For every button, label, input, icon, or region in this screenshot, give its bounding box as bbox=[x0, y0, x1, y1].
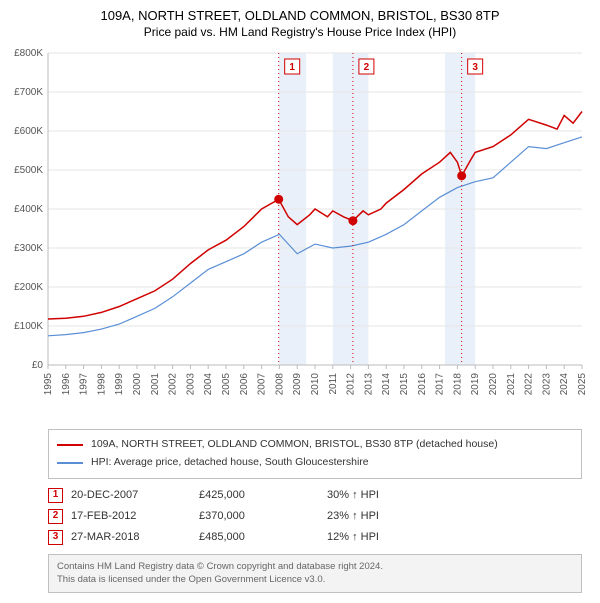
event-badge-2: 2 bbox=[48, 509, 63, 524]
svg-text:2024: 2024 bbox=[559, 373, 570, 396]
svg-text:2016: 2016 bbox=[417, 373, 428, 396]
event-marker bbox=[348, 216, 357, 225]
svg-text:2017: 2017 bbox=[435, 373, 446, 396]
legend-swatch-property bbox=[57, 444, 83, 446]
svg-text:2023: 2023 bbox=[541, 373, 552, 396]
event-badge-1: 1 bbox=[48, 488, 63, 503]
chart-subtitle: Price paid vs. HM Land Registry's House … bbox=[0, 23, 600, 45]
svg-text:1998: 1998 bbox=[96, 373, 107, 396]
event-price: £485,000 bbox=[199, 527, 327, 548]
svg-text:£400K: £400K bbox=[14, 204, 43, 215]
legend-label-property: 109A, NORTH STREET, OLDLAND COMMON, BRIS… bbox=[91, 436, 498, 454]
event-flag-number: 2 bbox=[364, 62, 370, 73]
event-row: 2 17-FEB-2012 £370,000 23% ↑ HPI bbox=[48, 506, 387, 527]
event-marker bbox=[274, 195, 283, 204]
svg-text:2019: 2019 bbox=[470, 373, 481, 396]
attribution-line1: Contains HM Land Registry data © Crown c… bbox=[57, 561, 573, 574]
event-date: 20-DEC-2007 bbox=[71, 485, 199, 506]
svg-text:£500K: £500K bbox=[14, 165, 43, 176]
event-price: £425,000 bbox=[199, 485, 327, 506]
chart-title: 109A, NORTH STREET, OLDLAND COMMON, BRIS… bbox=[0, 0, 600, 23]
svg-text:2021: 2021 bbox=[506, 373, 517, 396]
svg-text:2002: 2002 bbox=[168, 373, 179, 396]
event-price: £370,000 bbox=[199, 506, 327, 527]
svg-text:2013: 2013 bbox=[363, 373, 374, 396]
svg-text:2015: 2015 bbox=[399, 373, 410, 396]
chart-svg: £0 £100K £200K £300K £400K £500K £600K £700K £80… bbox=[0, 45, 600, 425]
svg-text:1996: 1996 bbox=[61, 373, 72, 396]
legend-label-hpi: HPI: Average price, detached house, Sout… bbox=[91, 454, 369, 472]
event-delta: 30% ↑ HPI bbox=[327, 485, 387, 506]
event-row: 1 20-DEC-2007 £425,000 30% ↑ HPI bbox=[48, 485, 387, 506]
svg-text:2025: 2025 bbox=[577, 373, 588, 396]
svg-text:2003: 2003 bbox=[185, 373, 196, 396]
property-line bbox=[48, 112, 582, 320]
svg-text:2005: 2005 bbox=[221, 373, 232, 396]
hpi-line bbox=[48, 137, 582, 336]
svg-text:2011: 2011 bbox=[328, 373, 339, 395]
legend-swatch-hpi bbox=[57, 462, 83, 464]
legend: 109A, NORTH STREET, OLDLAND COMMON, BRIS… bbox=[48, 429, 582, 479]
svg-text:2018: 2018 bbox=[452, 373, 463, 396]
svg-text:£800K: £800K bbox=[14, 48, 43, 59]
svg-text:2001: 2001 bbox=[150, 373, 161, 396]
svg-text:2007: 2007 bbox=[257, 373, 268, 396]
event-delta: 12% ↑ HPI bbox=[327, 527, 387, 548]
attribution-line2: This data is licensed under the Open Gov… bbox=[57, 574, 573, 587]
svg-text:£700K: £700K bbox=[14, 87, 43, 98]
legend-row-hpi: HPI: Average price, detached house, Sout… bbox=[57, 454, 573, 472]
svg-text:2000: 2000 bbox=[132, 373, 143, 396]
svg-text:2006: 2006 bbox=[239, 373, 250, 396]
event-flag-number: 1 bbox=[289, 62, 295, 73]
event-date: 17-FEB-2012 bbox=[71, 506, 199, 527]
svg-text:£100K: £100K bbox=[14, 321, 43, 332]
svg-text:2022: 2022 bbox=[524, 373, 535, 396]
svg-text:2012: 2012 bbox=[346, 373, 357, 396]
svg-text:2014: 2014 bbox=[381, 373, 392, 396]
event-table: 1 20-DEC-2007 £425,000 30% ↑ HPI 2 17-FE… bbox=[48, 485, 582, 548]
svg-text:1999: 1999 bbox=[114, 373, 125, 396]
svg-text:2009: 2009 bbox=[292, 373, 303, 396]
svg-text:2020: 2020 bbox=[488, 373, 499, 396]
svg-text:£600K: £600K bbox=[14, 126, 43, 137]
svg-text:1995: 1995 bbox=[43, 373, 54, 396]
event-badge-3: 3 bbox=[48, 530, 63, 545]
event-row: 3 27-MAR-2018 £485,000 12% ↑ HPI bbox=[48, 527, 387, 548]
chart-area: £0 £100K £200K £300K £400K £500K £600K £700K £80… bbox=[0, 45, 600, 425]
event-marker bbox=[457, 171, 466, 180]
event-delta: 23% ↑ HPI bbox=[327, 506, 387, 527]
svg-text:£200K: £200K bbox=[14, 282, 43, 293]
event-date: 27-MAR-2018 bbox=[71, 527, 199, 548]
svg-text:1997: 1997 bbox=[79, 373, 90, 396]
svg-text:£0: £0 bbox=[32, 360, 44, 371]
attribution: Contains HM Land Registry data © Crown c… bbox=[48, 554, 582, 594]
svg-text:2004: 2004 bbox=[203, 373, 214, 396]
event-flag-number: 3 bbox=[472, 62, 478, 73]
legend-row-property: 109A, NORTH STREET, OLDLAND COMMON, BRIS… bbox=[57, 436, 573, 454]
svg-text:£300K: £300K bbox=[14, 243, 43, 254]
svg-text:2008: 2008 bbox=[274, 373, 285, 396]
svg-text:2010: 2010 bbox=[310, 373, 321, 396]
